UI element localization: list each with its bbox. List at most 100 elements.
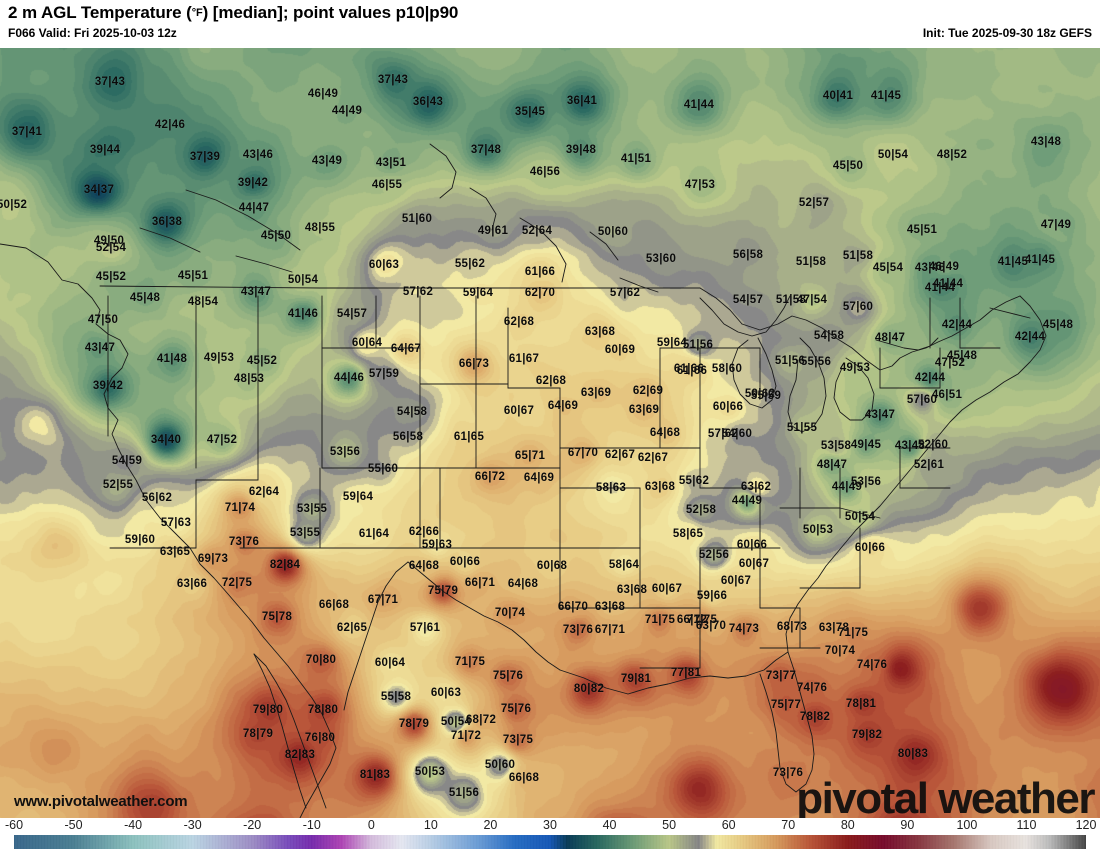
point-value-label: 66|68 <box>508 772 540 784</box>
point-value-label: 61|66 <box>676 365 708 377</box>
colorbar-panel[interactable]: -60 -50 -40 -30 -20 -10 0 10 20 30 40 50 60 70 80 90 100… <box>0 818 1100 850</box>
point-value-label: 80|83 <box>897 748 929 760</box>
point-value-label: 37|43 <box>94 76 126 88</box>
point-value-label: 50|54 <box>287 274 319 286</box>
map-boundary-line <box>989 307 1031 319</box>
point-value-label: 43|48 <box>894 440 926 452</box>
point-value-label: 51|58 <box>775 294 807 306</box>
point-value-label: 46|55 <box>371 179 403 191</box>
point-value-label: 55|62 <box>454 258 486 270</box>
colorbar-tick: 70 <box>781 818 796 832</box>
point-value-label: 51|60 <box>401 213 433 225</box>
point-value-label: 66|68 <box>318 599 350 611</box>
point-value-label: 58|63 <box>595 482 627 494</box>
point-value-label: 47|52 <box>934 357 966 369</box>
point-value-label: 43|47 <box>864 409 896 421</box>
point-value-label: 41|46 <box>287 308 319 320</box>
point-value-label: 64|68 <box>649 427 681 439</box>
point-value-label: 59|64 <box>342 491 374 503</box>
point-value-label: 51|58 <box>842 250 874 262</box>
point-value-label: 44|47 <box>238 202 270 214</box>
point-value-label: 47|50 <box>87 314 119 326</box>
point-value-label: 36|38 <box>151 216 183 228</box>
point-value-label: 43|47 <box>240 286 272 298</box>
map-boundary-line <box>589 231 619 261</box>
map-boundary-line <box>99 285 701 289</box>
init-time-label: Init: Tue 2025-09-30 18z GEFS <box>922 26 1092 40</box>
point-value-label: 71|75 <box>837 627 869 639</box>
map-boundary-line <box>407 561 561 671</box>
point-value-label: 48|47 <box>874 332 906 344</box>
point-value-label: 73|76 <box>772 767 804 779</box>
point-value-label: 71|75 <box>454 656 486 668</box>
point-value-label: 50|53 <box>414 766 446 778</box>
point-value-label: 57|62 <box>707 428 739 440</box>
point-value-label: 61|67 <box>508 353 540 365</box>
colorbar-tick: 50 <box>662 818 677 832</box>
point-value-label: 44|49 <box>331 105 363 117</box>
point-value-label: 58|64 <box>608 559 640 571</box>
point-value-label: 49|45 <box>850 439 882 451</box>
point-value-label: 51|56 <box>774 355 806 367</box>
point-value-label: 63|68 <box>616 584 648 596</box>
point-value-label: 50|52 <box>0 199 28 211</box>
map-boundary-line <box>785 295 1047 653</box>
point-value-label: 36|41 <box>566 95 598 107</box>
map-boundary-line <box>699 287 743 325</box>
colorbar-tick: 100 <box>956 818 978 832</box>
point-value-label: 60|69 <box>604 344 636 356</box>
point-value-label: 63|68 <box>644 481 676 493</box>
point-value-label: 35|45 <box>514 106 546 118</box>
point-value-label: 60|67 <box>651 583 683 595</box>
point-value-label: 61|66 <box>673 363 705 375</box>
point-value-label: 77|81 <box>670 667 702 679</box>
page-title: 2 m AGL Temperature (°F) [median]; point… <box>8 3 458 23</box>
colorbar-tick-labels: -60 -50 -40 -30 -20 -10 0 10 20 30 40 50 60 70 80 90 100… <box>0 818 1100 834</box>
title-rest-text: ) [median]; point values p10|p90 <box>202 3 459 22</box>
point-value-label: 60|63 <box>430 687 462 699</box>
point-value-label: 53|55 <box>289 527 321 539</box>
map-boundary-line <box>759 651 815 793</box>
point-value-label: 69|73 <box>197 553 229 565</box>
map-boundary-line <box>741 295 1021 371</box>
point-value-label: 58|65 <box>672 528 704 540</box>
map-boundary-line <box>253 653 307 809</box>
point-value-label: 60|66 <box>712 401 744 413</box>
point-value-label: 45|50 <box>260 230 292 242</box>
point-value-label: 78|82 <box>799 711 831 723</box>
point-value-label: 47|52 <box>206 434 238 446</box>
point-value-label: 62|66 <box>408 526 440 538</box>
point-value-label: 75|76 <box>500 703 532 715</box>
map-boundary-line <box>253 653 327 809</box>
point-value-label: 45|51 <box>177 270 209 282</box>
point-value-label: 60|63 <box>368 259 400 271</box>
point-value-label: 43|46 <box>914 262 946 274</box>
point-value-label: 66|71 <box>464 577 496 589</box>
point-value-label: 41|44 <box>683 99 715 111</box>
point-value-label: 56|58 <box>732 249 764 261</box>
point-value-label: 68|72 <box>465 714 497 726</box>
point-value-label: 45|54 <box>872 262 904 274</box>
map-boundary-line <box>619 277 659 293</box>
point-value-label: 64|69 <box>547 400 579 412</box>
point-value-label: 57|62 <box>609 287 641 299</box>
colorbar-gradient <box>14 835 1086 849</box>
colorbar-tick: 0 <box>367 818 375 832</box>
valid-time-label: F066 Valid: Fri 2025-10-03 12z <box>8 26 177 40</box>
map-viewport[interactable]: 37|43 37|41 42|46 39|44 37|39 43|46 34|37 39|42… <box>0 48 1100 818</box>
point-value-label: 48|52 <box>936 149 968 161</box>
point-value-label: 43|51 <box>375 157 407 169</box>
point-value-label: 50|54 <box>844 511 876 523</box>
point-value-label: 51|56 <box>448 787 480 799</box>
map-boundary-line <box>469 187 497 231</box>
point-value-label: 63|62 <box>740 481 772 493</box>
point-value-label: 62|67 <box>604 449 636 461</box>
point-value-label: 59|62 <box>744 388 776 400</box>
point-value-label: 42|44 <box>914 372 946 384</box>
point-value-label: 41|44 <box>924 282 956 294</box>
colorbar-tick: 110 <box>1016 818 1037 832</box>
point-value-label: 54|58 <box>396 406 428 418</box>
colorbar-tick: -40 <box>124 818 143 832</box>
point-value-label: 62|67 <box>637 452 669 464</box>
point-value-label: 75|79 <box>427 585 459 597</box>
